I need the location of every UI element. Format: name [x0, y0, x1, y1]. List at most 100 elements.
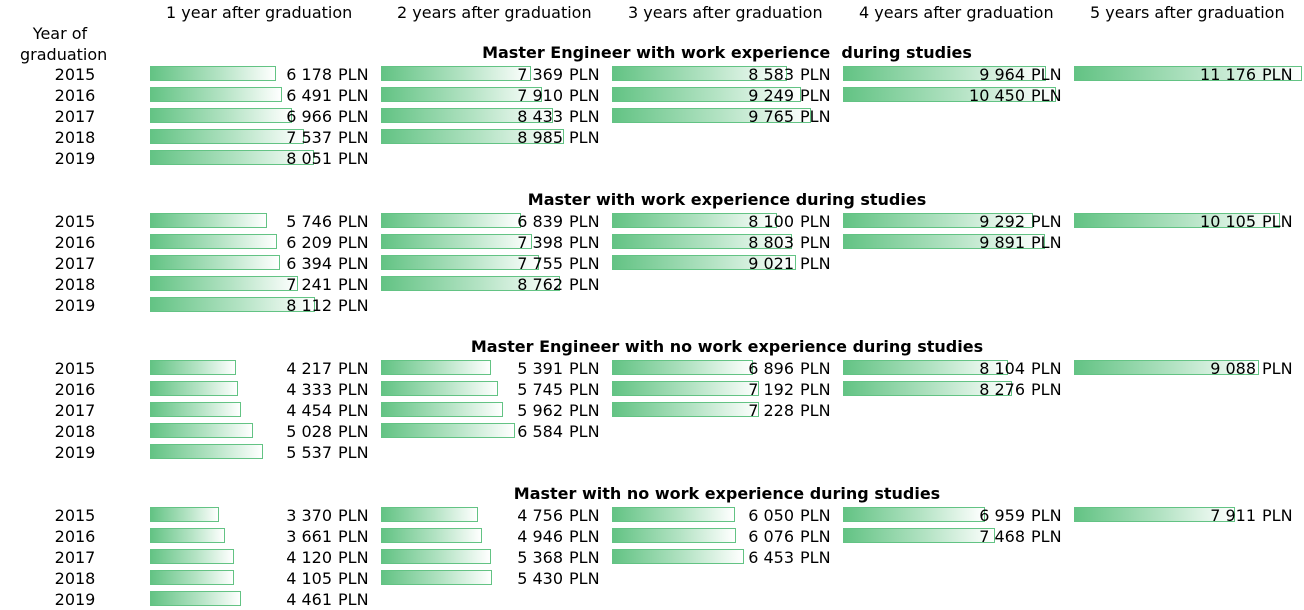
- row-year-label: 2019: [54, 443, 96, 462]
- data-bar: [150, 549, 234, 564]
- value-label: 8 104: [979, 359, 1025, 378]
- data-bar: [843, 528, 995, 543]
- row-year-label: 2015: [54, 506, 96, 525]
- value-label: 6 491: [286, 86, 332, 105]
- value-label: 6 839: [517, 212, 563, 231]
- unit-label: PLN: [569, 107, 600, 126]
- value-label: 4 756: [517, 506, 563, 525]
- value-label: 6 453: [748, 548, 794, 567]
- data-bar: [150, 591, 241, 606]
- value-label: 6 178: [286, 65, 332, 84]
- value-label: 6 076: [748, 527, 794, 546]
- data-bar: [150, 276, 298, 291]
- unit-label: PLN: [800, 86, 831, 105]
- unit-label: PLN: [338, 296, 369, 315]
- value-label: 7 241: [286, 275, 332, 294]
- unit-label: PLN: [338, 359, 369, 378]
- unit-label: PLN: [800, 65, 831, 84]
- column-header: 1 year after graduation: [166, 3, 353, 22]
- unit-label: PLN: [800, 548, 831, 567]
- data-bar: [150, 213, 267, 228]
- unit-label: PLN: [338, 569, 369, 588]
- data-bar: [150, 150, 314, 165]
- unit-label: PLN: [569, 548, 600, 567]
- row-year-label: 2015: [54, 65, 96, 84]
- value-label: 6 584: [517, 422, 563, 441]
- data-bar: [612, 528, 736, 543]
- unit-label: PLN: [338, 212, 369, 231]
- data-bar: [381, 108, 553, 123]
- data-bar: [612, 213, 777, 228]
- column-header: 5 years after graduation: [1090, 3, 1285, 22]
- unit-label: PLN: [569, 506, 600, 525]
- data-bar: [612, 108, 811, 123]
- value-label: 8 112: [286, 296, 332, 315]
- section-title: Master Engineer with work experience dur…: [482, 43, 972, 62]
- column-header: 3 years after graduation: [628, 3, 823, 22]
- unit-label: PLN: [1262, 212, 1293, 231]
- unit-label: PLN: [569, 401, 600, 420]
- data-bar: [150, 255, 280, 270]
- column-header: 4 years after graduation: [859, 3, 1054, 22]
- row-year-label: 2015: [54, 212, 96, 231]
- value-label: 9 021: [748, 254, 794, 273]
- unit-label: PLN: [338, 107, 369, 126]
- value-label: 3 661: [286, 527, 332, 546]
- unit-label: PLN: [1031, 233, 1062, 252]
- value-label: 6 050: [748, 506, 794, 525]
- value-label: 7 228: [748, 401, 794, 420]
- unit-label: PLN: [1031, 380, 1062, 399]
- value-label: 6 896: [748, 359, 794, 378]
- unit-label: PLN: [569, 275, 600, 294]
- row-year-label: 2016: [54, 527, 96, 546]
- unit-label: PLN: [1262, 506, 1293, 525]
- data-bar: [843, 66, 1046, 81]
- unit-label: PLN: [338, 422, 369, 441]
- value-label: 7 192: [748, 380, 794, 399]
- value-label: 6 966: [286, 107, 332, 126]
- data-bar: [612, 234, 792, 249]
- data-bar: [150, 297, 315, 312]
- unit-label: PLN: [1262, 65, 1293, 84]
- value-label: 5 537: [286, 443, 332, 462]
- unit-label: PLN: [1262, 359, 1293, 378]
- data-bar: [381, 570, 492, 585]
- value-label: 5 962: [517, 401, 563, 420]
- unit-label: PLN: [569, 359, 600, 378]
- row-year-label: 2017: [54, 254, 96, 273]
- row-year-label: 2018: [54, 128, 96, 147]
- data-bar: [843, 507, 985, 522]
- data-bar: [381, 528, 482, 543]
- row-year-label: 2016: [54, 86, 96, 105]
- column-header: 2 years after graduation: [397, 3, 592, 22]
- unit-label: PLN: [800, 254, 831, 273]
- value-label: 8 583: [748, 65, 794, 84]
- row-year-label: 2017: [54, 548, 96, 567]
- row-year-label: 2019: [54, 296, 96, 315]
- value-label: 8 276: [979, 380, 1025, 399]
- unit-label: PLN: [569, 65, 600, 84]
- unit-label: PLN: [569, 212, 600, 231]
- row-year-label: 2015: [54, 359, 96, 378]
- data-bar: [150, 108, 292, 123]
- value-label: 6 209: [286, 233, 332, 252]
- data-bar: [150, 87, 282, 102]
- value-label: 4 461: [286, 590, 332, 609]
- value-label: 4 217: [286, 359, 332, 378]
- data-bar: [843, 381, 1012, 396]
- unit-label: PLN: [569, 233, 600, 252]
- unit-label: PLN: [338, 254, 369, 273]
- value-label: 9 088: [1210, 359, 1256, 378]
- data-bar: [1074, 66, 1302, 81]
- unit-label: PLN: [338, 86, 369, 105]
- data-bar: [150, 423, 253, 438]
- data-bar: [381, 549, 491, 564]
- value-label: 6 959: [979, 506, 1025, 525]
- value-label: 9 891: [979, 233, 1025, 252]
- data-bar: [150, 507, 219, 522]
- value-label: 7 398: [517, 233, 563, 252]
- value-label: 9 249: [748, 86, 794, 105]
- unit-label: PLN: [800, 107, 831, 126]
- unit-label: PLN: [1031, 506, 1062, 525]
- data-bar: [381, 87, 542, 102]
